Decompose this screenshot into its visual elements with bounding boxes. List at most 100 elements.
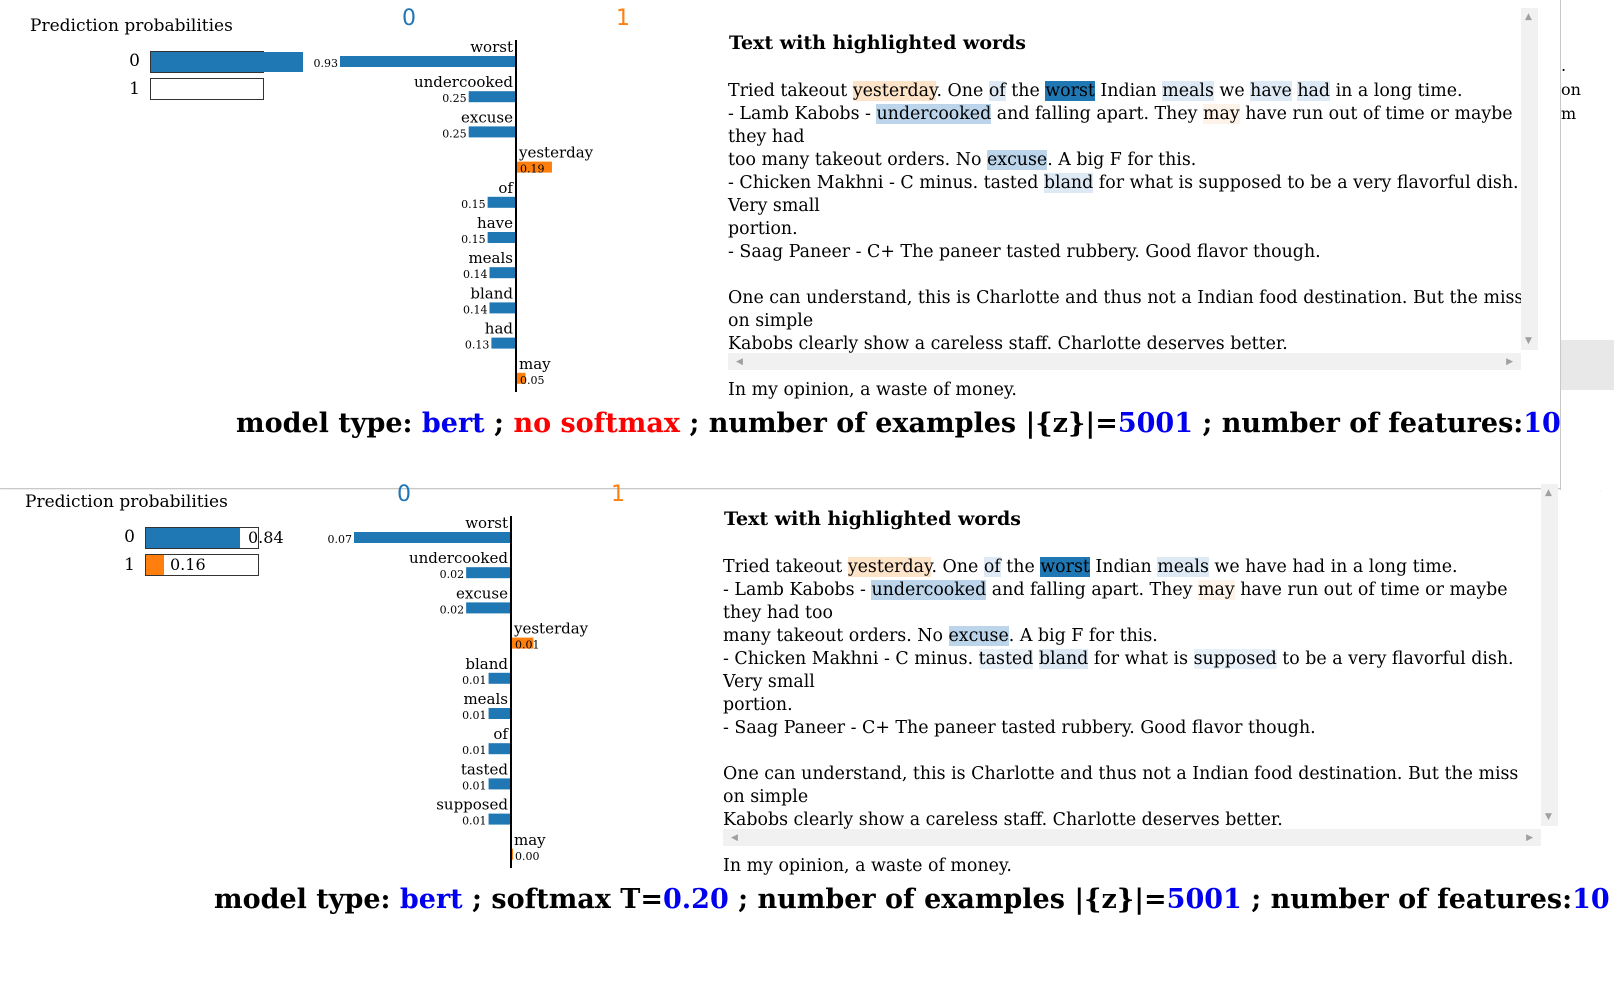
footer-part: no softmax — [513, 408, 680, 439]
prob-class-label-1: 1 — [129, 79, 140, 99]
scroll-up-arrow-icon[interactable]: ▲ — [1525, 12, 1532, 22]
prob-class-label-0: 0 — [129, 51, 140, 71]
feature-word-worst: worst — [470, 38, 513, 56]
edge-fragment: m — [1561, 104, 1577, 123]
feature-bar-of — [487, 196, 516, 208]
feature-word-meals: meals — [468, 249, 513, 267]
feature-weights-chart: worst0.07undercooked0.02excuse0.02yester… — [328, 514, 589, 868]
scroll-right-arrow-icon[interactable]: ▶ — [1506, 357, 1513, 367]
prob-class-label-0: 0 — [124, 527, 135, 547]
footer-part: ; softmax T= — [462, 884, 663, 915]
feature-bar-yesterday — [511, 637, 534, 649]
scroll-down-arrow-icon[interactable]: ▼ — [1525, 336, 1532, 346]
feature-weight-tasted: 0.01 — [462, 779, 487, 792]
text-vertical-scrollbar[interactable]: ▲ ▼ — [1521, 8, 1538, 350]
feature-word-meals: meals — [463, 690, 508, 708]
feature-weight-had: 0.13 — [465, 339, 490, 352]
feature-word-bland: bland — [470, 284, 513, 302]
feature-word-undercooked: undercooked — [409, 549, 508, 567]
scroll-up-arrow-icon[interactable]: ▲ — [1545, 488, 1552, 498]
feature-weight-bland: 0.14 — [463, 303, 488, 316]
feature-word-of: of — [493, 725, 509, 743]
feature-bar-excuse — [468, 126, 516, 138]
feature-weight-undercooked: 0.02 — [440, 568, 465, 581]
feature-word-worst: worst — [465, 514, 508, 532]
prediction-probabilities-title: Prediction probabilities — [30, 16, 233, 36]
feature-weight-meals: 0.01 — [462, 709, 487, 722]
prob-bar-1: 0.16 — [145, 554, 259, 576]
highlighted-text: Tried takeout yesterday. One of the wors… — [723, 557, 1519, 876]
feature-weight-excuse: 0.02 — [440, 603, 465, 616]
footer-part: 10 — [1572, 884, 1610, 915]
scroll-left-arrow-icon[interactable]: ◀ — [731, 833, 738, 843]
feature-bar-worst — [354, 532, 511, 543]
scroll-right-arrow-icon[interactable]: ▶ — [1526, 833, 1533, 843]
prob-value-0: 0.84 — [248, 528, 284, 547]
footer-part: model type: — [214, 884, 400, 915]
edge-fragment: on — [1561, 80, 1581, 99]
feature-word-excuse: excuse — [456, 584, 508, 602]
prediction-probabilities-title: Prediction probabilities — [25, 492, 228, 512]
feature-weight-worst: 0.93 — [314, 57, 339, 70]
feature-bar-undercooked — [468, 91, 516, 103]
feature-word-tasted: tasted — [461, 760, 509, 778]
feature-word-supposed: supposed — [436, 796, 508, 814]
prob-bar-0: 0.84 — [145, 527, 284, 549]
feature-bar-yesterday — [516, 161, 552, 173]
explanation-panel-softmax: Prediction probabilities 0 0.84 1 0.16 0… — [0, 482, 1610, 982]
prob-bar-1 — [150, 78, 264, 100]
feature-weight-bland: 0.01 — [462, 674, 487, 687]
prob-fill-0 — [146, 528, 241, 548]
feature-weight-excuse: 0.25 — [442, 127, 467, 140]
feature-word-have: have — [477, 214, 513, 232]
feature-weight-of: 0.01 — [462, 744, 487, 757]
feature-word-undercooked: undercooked — [414, 73, 513, 91]
feature-word-had: had — [485, 320, 514, 338]
feature-word-may: may — [519, 355, 551, 373]
feature-weight-may: 0.00 — [515, 850, 540, 863]
text-vertical-scrollbar[interactable]: ▲ ▼ — [1541, 484, 1558, 826]
feature-bar-tasted — [488, 778, 511, 790]
footer-part: model type: — [236, 408, 422, 439]
feature-bar-had — [491, 337, 516, 349]
feature-weight-have: 0.15 — [461, 233, 486, 246]
feature-bar-of — [488, 743, 511, 755]
footer-part: 10 — [1523, 408, 1561, 439]
feature-weight-worst: 0.07 — [328, 533, 353, 546]
feature-bar-bland — [488, 672, 511, 684]
class-header-1: 1 — [611, 482, 625, 507]
footer-part: 5001 — [1117, 408, 1193, 439]
scroll-down-arrow-icon[interactable]: ▼ — [1545, 812, 1552, 822]
feature-word-excuse: excuse — [461, 108, 513, 126]
feature-weight-yesterday: 0.19 — [520, 163, 545, 176]
feature-bar-meals — [489, 267, 516, 279]
footer-part: ; number of examples |{z}|= — [679, 408, 1118, 439]
highlighted-text: Tried takeout yesterday. One of the wors… — [728, 81, 1524, 400]
prob-fill-1 — [146, 555, 164, 575]
footer-part: ; number of examples |{z}|= — [728, 884, 1167, 915]
feature-bar-may — [516, 372, 526, 384]
model-summary-footer: model type: bert ; softmax T=0.20 ; numb… — [214, 884, 1610, 915]
footer-part: ; number of features: — [1192, 408, 1524, 439]
feature-weight-yesterday: 0.01 — [515, 639, 540, 652]
feature-word-may: may — [514, 831, 546, 849]
explanation-panel-no-softmax: Prediction probabilities 0 1 0 1 worst 0.… — [0, 0, 1601, 489]
feature-bar-supposed — [488, 813, 511, 825]
feature-word-yesterday: yesterday — [513, 620, 589, 638]
text-horizontal-scrollbar[interactable]: ◀ ▶ — [723, 829, 1541, 846]
edge-scroll-thumb — [1561, 340, 1614, 390]
class-header-0: 0 — [397, 482, 411, 507]
feature-word-of: of — [498, 179, 514, 197]
background-window-edge: . on m — [1560, 0, 1614, 490]
feature-bar-have — [487, 232, 516, 243]
scroll-left-arrow-icon[interactable]: ◀ — [736, 357, 743, 367]
footer-part: 5001 — [1166, 884, 1242, 915]
text-section-title: Text with highlighted words — [729, 32, 1026, 54]
text-horizontal-scrollbar[interactable]: ◀ ▶ — [728, 353, 1521, 370]
footer-part: 0.20 — [663, 884, 729, 915]
edge-fragment: . — [1561, 56, 1567, 75]
feature-weight-undercooked: 0.25 — [442, 92, 467, 105]
feature-weight-of: 0.15 — [461, 198, 486, 211]
footer-part: bert — [399, 884, 463, 915]
feature-bar-excuse — [466, 602, 511, 614]
